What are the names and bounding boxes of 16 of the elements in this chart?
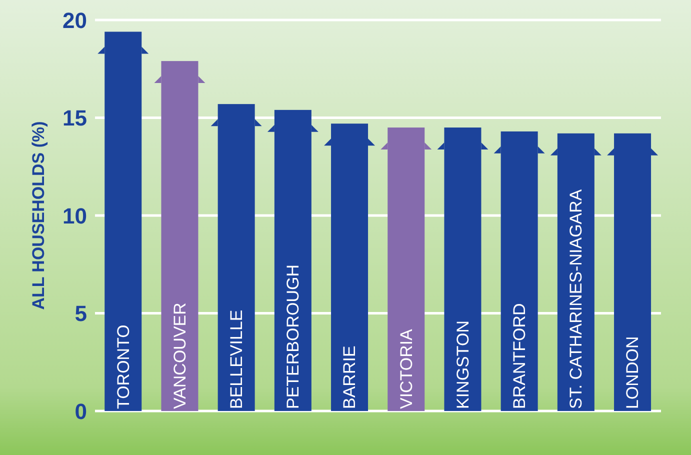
x-tick-label: VICTORIA: [396, 328, 416, 409]
x-tick-label: VANCOUVER: [170, 302, 190, 409]
x-tick-label: BARRIE: [340, 346, 360, 409]
x-tick-label: BELLEVILLE: [227, 310, 246, 409]
y-tick-label: 5: [74, 301, 87, 326]
y-tick-label: 15: [62, 106, 87, 131]
x-tick-label: PETERBOROUGH: [284, 264, 303, 409]
y-tick-label: 20: [62, 8, 87, 33]
x-tick-label: LONDON: [623, 336, 642, 409]
y-tick-label: 0: [74, 398, 87, 424]
x-tick-label: KINGSTON: [453, 320, 472, 409]
y-tick-label: 10: [62, 203, 87, 228]
y-axis-title: ALL HOUSEHOLDS (%): [29, 121, 48, 310]
x-tick-label: ST. CATHARINES-NIAGARA: [566, 188, 586, 409]
x-tick-label: TORONTO: [114, 324, 133, 409]
x-tick-label: BRANTFORD: [510, 303, 529, 409]
